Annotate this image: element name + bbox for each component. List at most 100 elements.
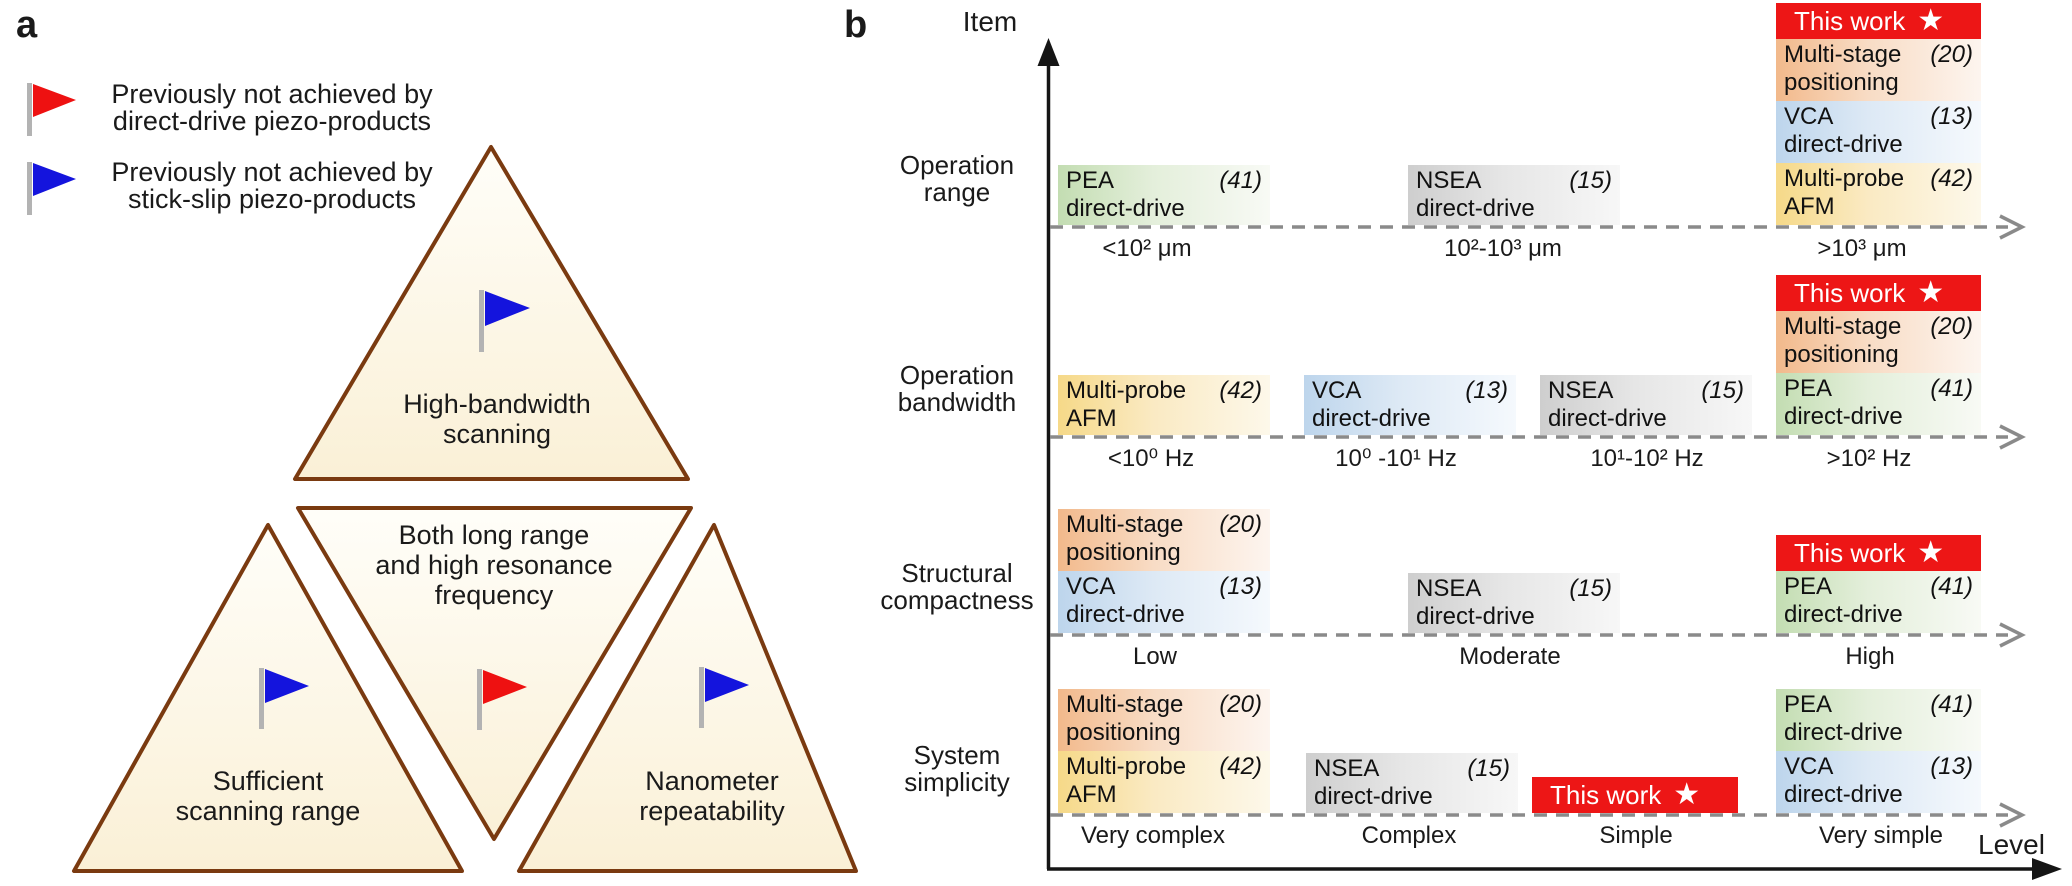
legend-blue-line1: Previously not achieved by [111, 157, 433, 187]
flag-blue-left-icon [259, 668, 309, 729]
tech-name: PEA [1784, 573, 1833, 600]
row1-label-line2: range [923, 177, 991, 207]
tech-ref: (41) [1219, 167, 1262, 194]
tri-left-line1: Sufficient [212, 766, 324, 796]
panel-a-label: a [16, 4, 38, 46]
tri-center-line1: Both long range [398, 520, 590, 550]
tech-sub: positioning [1066, 539, 1181, 566]
legend-red-line2: direct-drive piezo-products [112, 106, 432, 136]
row2-label-line1: Operation [899, 360, 1015, 390]
tech-box-nsea: NSEA (15) direct-drive [1408, 165, 1620, 225]
legend-item-blue: Previously not achieved by stick-slip pi… [82, 159, 462, 213]
tech-ref: (42) [1219, 753, 1262, 780]
tick-row2-3: 10¹-10² Hz [1590, 445, 1704, 472]
tech-ref: (42) [1930, 165, 1973, 192]
tech-sub: positioning [1784, 341, 1899, 368]
tech-sub: direct-drive [1784, 403, 1903, 430]
triangle-label-high-bandwidth: High-bandwidth scanning [347, 389, 647, 449]
tech-box-pea: PEA (41) direct-drive [1776, 373, 1981, 435]
tick-row2-2: 10⁰ -10¹ Hz [1335, 445, 1457, 472]
tech-sub: direct-drive [1314, 783, 1433, 810]
tech-box-multistage: Multi-stage (20) positioning [1776, 39, 1981, 101]
tech-box-multistage: Multi-stage (20) positioning [1776, 311, 1981, 373]
tech-sub: direct-drive [1416, 195, 1535, 222]
row4-label-line1: System [913, 740, 1001, 770]
flag-red-center-icon [477, 669, 527, 730]
flag-blue-right-icon [699, 667, 749, 728]
tech-sub: direct-drive [1784, 601, 1903, 628]
this-work-box: This work ★ [1532, 777, 1738, 813]
tech-box-vca: VCA (13) direct-drive [1304, 375, 1516, 435]
this-work-box: This work ★ [1776, 275, 1981, 311]
panel-b-label: b [844, 4, 868, 46]
legend-item-red: Previously not achieved by direct-drive … [82, 81, 462, 135]
tech-name: PEA [1066, 167, 1115, 194]
tri-left-line2: scanning range [175, 796, 361, 826]
tech-name: VCA [1784, 753, 1834, 780]
tech-box-pea: PEA (41) direct-drive [1058, 165, 1270, 225]
x-axis-arrow-icon [2032, 858, 2062, 880]
tech-name: VCA [1312, 377, 1362, 404]
triangle-label-nanometer: Nanometer repeatability [562, 766, 862, 826]
this-work-label: This work [1794, 278, 1906, 308]
tech-name: PEA [1784, 691, 1833, 718]
tick-row3-1: Low [1132, 643, 1178, 670]
tech-box-multistage: Multi-stage (20) positioning [1058, 689, 1270, 751]
row4-label-line2: simplicity [904, 767, 1010, 797]
tech-name: Multi-stage [1066, 511, 1184, 538]
star-icon: ★ [1673, 778, 1701, 811]
row2-arrowhead-icon [1999, 424, 2026, 450]
tech-ref: (42) [1219, 377, 1262, 404]
tech-name: Multi-stage [1784, 313, 1902, 340]
tech-name: PEA [1784, 375, 1833, 402]
row3-label-line2: compactness [880, 585, 1034, 615]
tech-sub: direct-drive [1066, 195, 1185, 222]
tick-row2-1: <10⁰ Hz [1107, 445, 1195, 472]
tech-ref: (15) [1569, 167, 1612, 194]
tech-box-nsea: NSEA (15) direct-drive [1408, 573, 1620, 633]
tech-name: NSEA [1548, 377, 1614, 404]
tech-ref: (13) [1465, 377, 1508, 404]
tick-row1-1: <10² μm [1102, 235, 1192, 262]
star-icon: ★ [1917, 276, 1945, 309]
tech-box-multiprobe: Multi-probe (42) AFM [1776, 163, 1981, 225]
tech-name: NSEA [1416, 167, 1482, 194]
tech-sub: AFM [1066, 781, 1117, 808]
tech-sub: direct-drive [1312, 405, 1431, 432]
this-work-box: This work ★ [1776, 535, 1981, 571]
row1-label-line1: Operation [899, 150, 1015, 180]
y-axis-arrow-icon [1037, 38, 1060, 66]
legend-red-flag-icon [27, 83, 76, 136]
tech-box-multiprobe: Multi-probe (42) AFM [1058, 751, 1270, 813]
tech-box-pea: PEA (41) direct-drive [1776, 689, 1981, 751]
tech-sub: positioning [1066, 719, 1181, 746]
tick-row4-2: Complex [1361, 822, 1457, 849]
tick-row1-3: >10³ μm [1817, 235, 1907, 262]
tick-row3-3: High [1845, 643, 1895, 670]
tick-row4-1: Very complex [1080, 822, 1226, 849]
tech-box-vca: VCA (13) direct-drive [1776, 101, 1981, 163]
tech-ref: (13) [1219, 573, 1262, 600]
tri-top-line1: High-bandwidth [403, 389, 591, 419]
tech-name: Multi-probe [1066, 753, 1187, 780]
tech-box-vca: VCA (13) direct-drive [1776, 751, 1981, 813]
tech-ref: (20) [1219, 691, 1262, 718]
this-work-label: This work [1550, 780, 1662, 810]
row-label-operation-bandwidth: Operation bandwidth [868, 362, 1046, 416]
tech-sub: AFM [1066, 405, 1117, 432]
tick-row4-3: Simple [1599, 822, 1673, 849]
tech-box-pea: PEA (41) direct-drive [1776, 571, 1981, 633]
tech-sub: positioning [1784, 69, 1899, 96]
tech-ref: (20) [1930, 313, 1973, 340]
tech-box-nsea: NSEA (15) direct-drive [1306, 753, 1518, 813]
tech-name: VCA [1066, 573, 1116, 600]
this-work-box: This work ★ [1776, 3, 1981, 39]
tick-row3-2: Moderate [1459, 643, 1561, 670]
tech-ref: (41) [1930, 691, 1973, 718]
row-label-structural-compactness: Structural compactness [868, 560, 1046, 614]
tech-name: Multi-stage [1784, 41, 1902, 68]
tech-name: VCA [1784, 103, 1834, 130]
this-work-label: This work [1794, 6, 1906, 36]
triangle-label-sufficient-range: Sufficient scanning range [118, 766, 418, 826]
